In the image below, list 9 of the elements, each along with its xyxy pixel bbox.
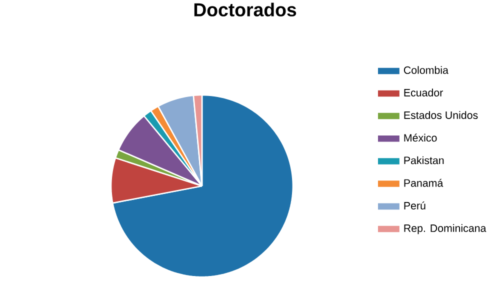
- chart-title: Doctorados: [194, 2, 296, 16]
- legend-label: Ecuador: [404, 88, 443, 96]
- legend-label: Colombia: [404, 66, 448, 74]
- legend-label: Estados Unidos: [404, 111, 478, 119]
- legend-label: Pakistan: [404, 156, 444, 164]
- legend-label: Rep. Dominicana: [404, 224, 486, 234]
- legend-label: Perú: [404, 202, 426, 210]
- legend-label: México: [404, 134, 437, 142]
- legend-label: Panamá: [404, 178, 444, 187]
